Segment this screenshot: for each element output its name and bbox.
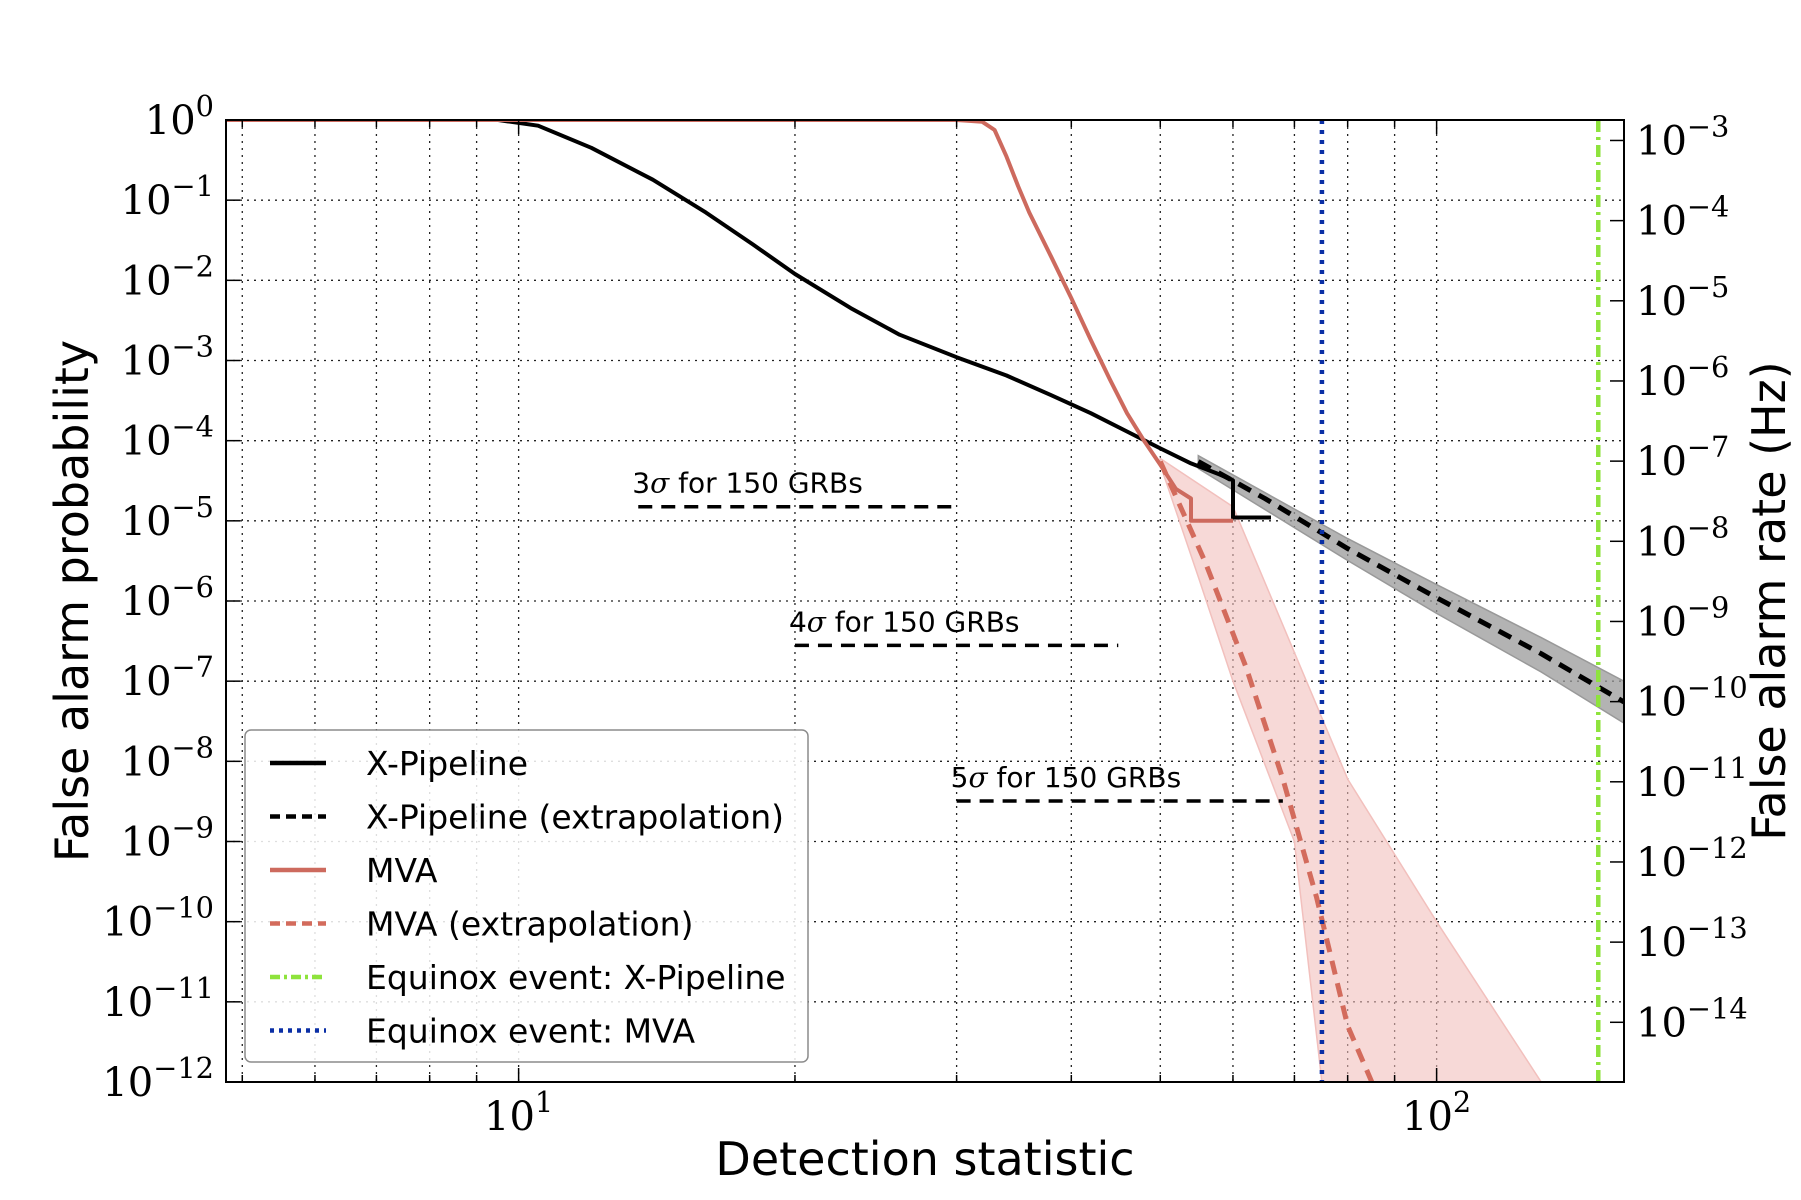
- y2-tick-label: 10−8: [1636, 510, 1729, 565]
- y-tick-label: 10−1: [121, 169, 214, 224]
- y2-tick-label: 10−3: [1636, 109, 1729, 164]
- legend-box: [244, 729, 809, 1063]
- y-tick-label: 10−12: [102, 1051, 214, 1106]
- sigma-threshold-lines: [638, 504, 1283, 803]
- legend-label: Equinox event: MVA: [366, 1012, 696, 1051]
- legend-label: X-Pipeline (extrapolation): [366, 798, 784, 837]
- x-axis-label: Detection statistic: [715, 1132, 1134, 1186]
- legend-label: MVA: [366, 851, 438, 890]
- y-tick-label: 10−7: [121, 650, 214, 705]
- y-tick-label: 10−10: [102, 891, 214, 946]
- y2-tick-label: 10−6: [1636, 350, 1729, 405]
- axis-ticks: 100 10−1 10−2 10−3 10−4 10−5 10−6 10−7 10−8 10−9 1…: [102, 89, 1747, 1140]
- x-tick-label: 102: [1402, 1085, 1471, 1140]
- sigma-threshold-label: 3σ for 150 GRBs: [632, 467, 863, 500]
- legend-label: MVA (extrapolation): [366, 905, 693, 944]
- confidence-bands: [1159, 454, 1624, 1082]
- confidence-band: [1159, 457, 1543, 1082]
- sigma-threshold-label: 4σ for 150 GRBs: [789, 605, 1020, 638]
- y-tick-label: 10−8: [121, 730, 214, 785]
- y2-tick-label: 10−4: [1636, 190, 1729, 245]
- y-tick-label: 10−4: [121, 410, 214, 465]
- y2-tick-label: 10−14: [1636, 991, 1748, 1046]
- legend-label: X-Pipeline: [366, 744, 528, 783]
- y-tick-label: 10−11: [102, 971, 214, 1026]
- y-axis-label: False alarm probability: [45, 340, 99, 862]
- x-tick-label: 101: [484, 1085, 553, 1140]
- y2-axis-label: False alarm rate (Hz): [1742, 361, 1796, 840]
- y-tick-label: 100: [145, 89, 214, 144]
- y2-tick-label: 10−11: [1636, 751, 1748, 806]
- series-line: [226, 120, 1233, 523]
- sigma-threshold-label: 5σ for 150 GRBs: [951, 761, 1182, 794]
- y2-tick-label: 10−12: [1636, 831, 1748, 886]
- sigma-threshold-labels: 3σ for 150 GRBs 4σ for 150 GRBs 5σ for 150…: [632, 467, 1181, 794]
- legend: X-Pipeline X-Pipeline (extrapolation) MVA M…: [244, 729, 809, 1063]
- y-tick-label: 10−3: [121, 330, 214, 385]
- y-tick-label: 10−9: [121, 811, 214, 866]
- y2-tick-label: 10−5: [1636, 270, 1729, 325]
- y-tick-label: 10−2: [121, 249, 214, 304]
- legend-label: Equinox event: X-Pipeline: [366, 958, 786, 997]
- y2-tick-label: 10−9: [1636, 590, 1729, 645]
- y-tick-label: 10−5: [121, 490, 214, 545]
- y2-tick-label: 10−13: [1636, 911, 1748, 966]
- y2-tick-label: 10−10: [1636, 671, 1748, 726]
- series-lines: [226, 120, 1624, 1082]
- y-tick-label: 10−6: [121, 570, 214, 625]
- y2-tick-label: 10−7: [1636, 430, 1729, 485]
- series-line: [226, 120, 1271, 520]
